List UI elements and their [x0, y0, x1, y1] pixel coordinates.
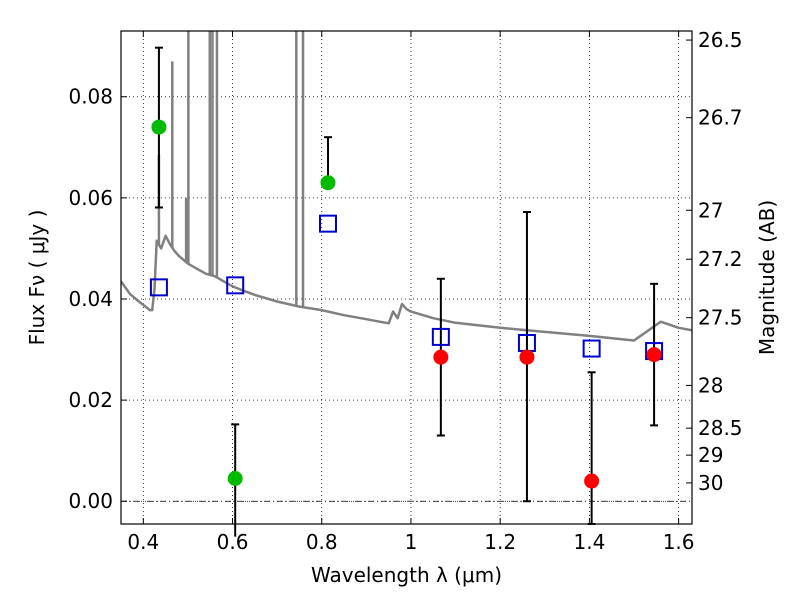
model-spectrum-group [121, 31, 692, 342]
magnitude-tick-label: 26.7 [698, 106, 743, 130]
y-tick-label: 0.06 [68, 186, 113, 210]
detection-point [227, 470, 243, 486]
right-axis-title: Magnitude (AB) [755, 200, 779, 355]
upper-limit-point [646, 347, 662, 363]
magnitude-tick-label: 30 [698, 471, 723, 495]
detection-point [320, 175, 336, 191]
model-photometry-square [318, 214, 337, 233]
detection-point [151, 119, 167, 135]
magnitude-tick-label: 29 [698, 443, 723, 467]
upper-limit-point [519, 349, 535, 365]
upper-limit-point [433, 349, 449, 365]
x-tick-label: 1.4 [573, 530, 605, 554]
ticks-group: 0.4 0.6 0.8 1 1.2 1.4 1.6 0.00 0.02 0.04 0.06 0.08 2… [68, 28, 742, 554]
model-photometry-square [582, 339, 601, 358]
y-tick-label: 0.04 [68, 287, 113, 311]
markers-group [149, 119, 664, 489]
x-axis-title: Wavelength λ (μm) [311, 563, 502, 587]
magnitude-tick-label: 28 [698, 373, 723, 397]
model-spectrum-line [121, 234, 692, 342]
y-tick-label: 0.02 [68, 388, 113, 412]
plot-frame [120, 30, 693, 525]
model-photometry-square [149, 278, 168, 297]
magnitude-tick-label: 26.5 [698, 28, 743, 52]
magnitude-tick-label: 27.5 [698, 306, 743, 330]
magnitude-tick-label: 27 [698, 198, 723, 222]
magnitude-tick-label: 28.5 [698, 416, 743, 440]
y-tick-label: 0.00 [68, 489, 113, 513]
y-tick-label: 0.08 [68, 85, 113, 109]
x-tick-label: 0.6 [217, 530, 249, 554]
y-axis-title: Flux Fν ( μJy ) [25, 210, 49, 346]
x-tick-label: 0.4 [127, 530, 159, 554]
upper-limit-point [584, 473, 600, 489]
x-tick-label: 1 [405, 530, 418, 554]
model-photometry-square [226, 276, 245, 295]
magnitude-tick-label: 27.2 [698, 247, 743, 271]
model-photometry-square [431, 327, 450, 346]
x-tick-label: 1.6 [663, 530, 695, 554]
x-tick-label: 1.2 [484, 530, 516, 554]
x-tick-label: 0.8 [306, 530, 338, 554]
